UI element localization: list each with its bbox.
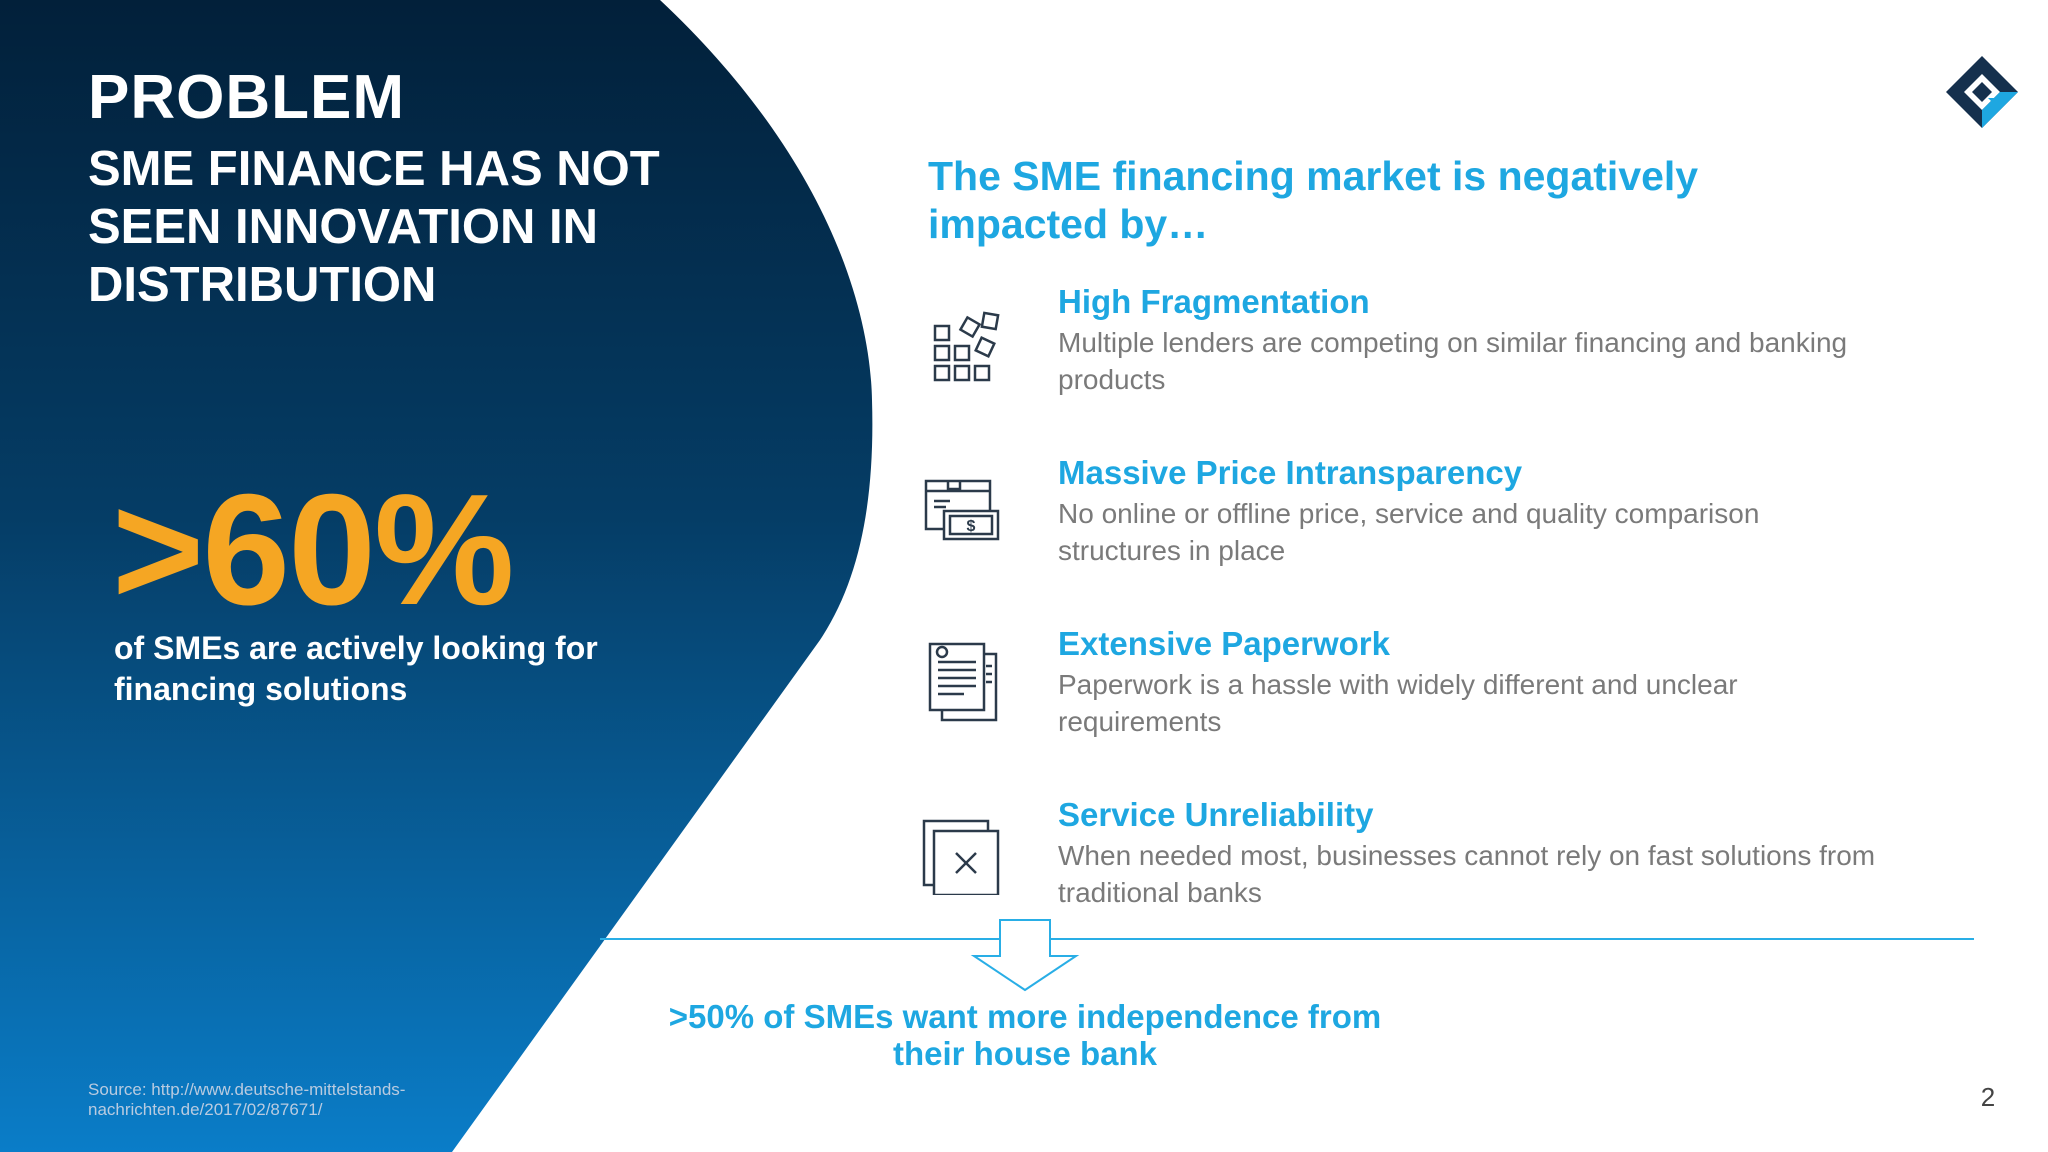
factor-high-fragmentation: High Fragmentation Multiple lenders are …: [920, 282, 1920, 412]
right-panel-headline: The SME financing market is negatively i…: [928, 153, 1699, 247]
paper-documents-icon: [928, 642, 998, 722]
factor-description: Paperwork is a hassle with widely differ…: [1058, 669, 1738, 737]
factor-description: No online or offline price, service and …: [1058, 498, 1760, 566]
factor-description: When needed most, businesses cannot rely…: [1058, 840, 1876, 908]
source-citation: Source: http://www.deutsche-mittelstands…: [88, 1080, 406, 1119]
key-stat-value: >60%: [112, 462, 515, 638]
unavailable-window-icon: [922, 819, 1000, 895]
factor-title: Service Unreliability: [1058, 796, 1374, 833]
price-tag-money-icon: $: [924, 479, 1000, 541]
factor-title: Extensive Paperwork: [1058, 625, 1390, 662]
factor-title: High Fragmentation: [1058, 283, 1370, 320]
factor-description: Multiple lenders are competing on simila…: [1058, 327, 1848, 395]
fragmentation-blocks-icon: [933, 311, 1000, 382]
conclusion-divider-line: [600, 938, 1974, 940]
key-stat-caption: of SMEs are actively looking for financi…: [114, 630, 598, 707]
factor-extensive-paperwork: Extensive Paperwork Paperwork is a hassl…: [920, 624, 1920, 754]
page-number: 2: [1980, 1082, 1996, 1112]
down-arrow-icon: [970, 919, 1080, 992]
factor-title: Massive Price Intransparency: [1058, 454, 1523, 491]
company-logo-icon: [1946, 56, 2018, 128]
slide-title: PROBLEM: [88, 63, 405, 132]
slide-subtitle: SME FINANCE HAS NOT SEEN INNOVATION IN D…: [88, 142, 660, 312]
factor-service-unreliability: Service Unreliability When needed most, …: [920, 795, 1920, 925]
conclusion-statement: >50% of SMEs want more independence from…: [668, 998, 1382, 1072]
svg-text:$: $: [967, 518, 976, 535]
factor-price-intransparency: $ Massive Price Intransparency No online…: [920, 453, 1920, 583]
